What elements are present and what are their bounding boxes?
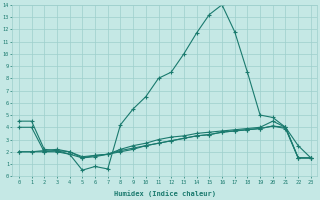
X-axis label: Humidex (Indice chaleur): Humidex (Indice chaleur) [114, 190, 216, 197]
